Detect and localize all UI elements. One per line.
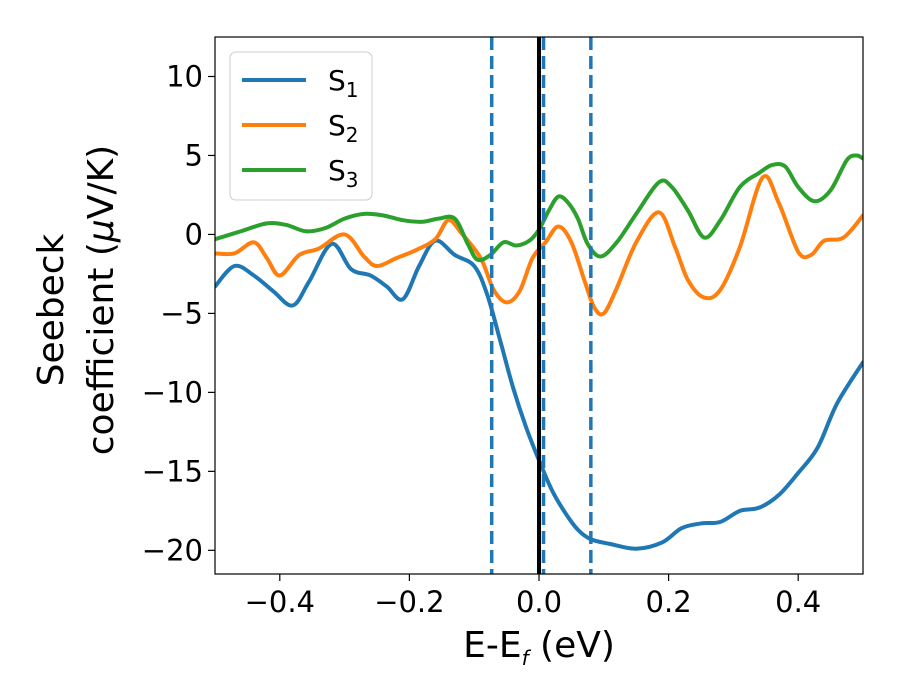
series-line-s1 (215, 238, 863, 551)
legend-label-s2: S2 (328, 109, 359, 147)
series-line-s3 (215, 153, 863, 263)
y-axis-label: Seebeck coefficient (μV/K) (31, 145, 122, 455)
y-tick-label: 10 (166, 59, 203, 93)
y-tick-label: 0 (185, 217, 203, 251)
legend-label-s1: S1 (328, 64, 359, 102)
x-axis-ticks: −0.4 −0.2 0.0 0.2 0.4 (245, 574, 821, 619)
y-tick-label: −15 (142, 454, 203, 488)
x-tick-label: 0.2 (646, 585, 692, 619)
legend: S1 S2 S3 (229, 51, 373, 201)
y-axis-ticks: 10 5 0 −5 −10 −15 −20 (142, 59, 215, 567)
y-axis-label-line2: coefficient (μV/K) (81, 145, 122, 455)
x-axis-label: E-Ef (eV) (463, 625, 615, 670)
legend-label-s3: S3 (328, 154, 359, 192)
y-tick-label: −5 (160, 296, 203, 330)
series-lines (215, 153, 863, 551)
x-tick-label: −0.4 (245, 585, 315, 619)
x-tick-label: −0.2 (374, 585, 444, 619)
y-tick-label: −10 (142, 375, 203, 409)
y-tick-label: −20 (142, 533, 203, 567)
x-tick-label: 0.0 (516, 585, 562, 619)
y-tick-label: 5 (185, 138, 203, 172)
legend-items: S1 S2 S3 (242, 64, 359, 192)
reference-lines (489, 37, 593, 574)
x-tick-label: 0.4 (775, 585, 821, 619)
y-axis-label-line1: Seebeck (31, 233, 72, 386)
series-line-s2 (215, 174, 863, 317)
